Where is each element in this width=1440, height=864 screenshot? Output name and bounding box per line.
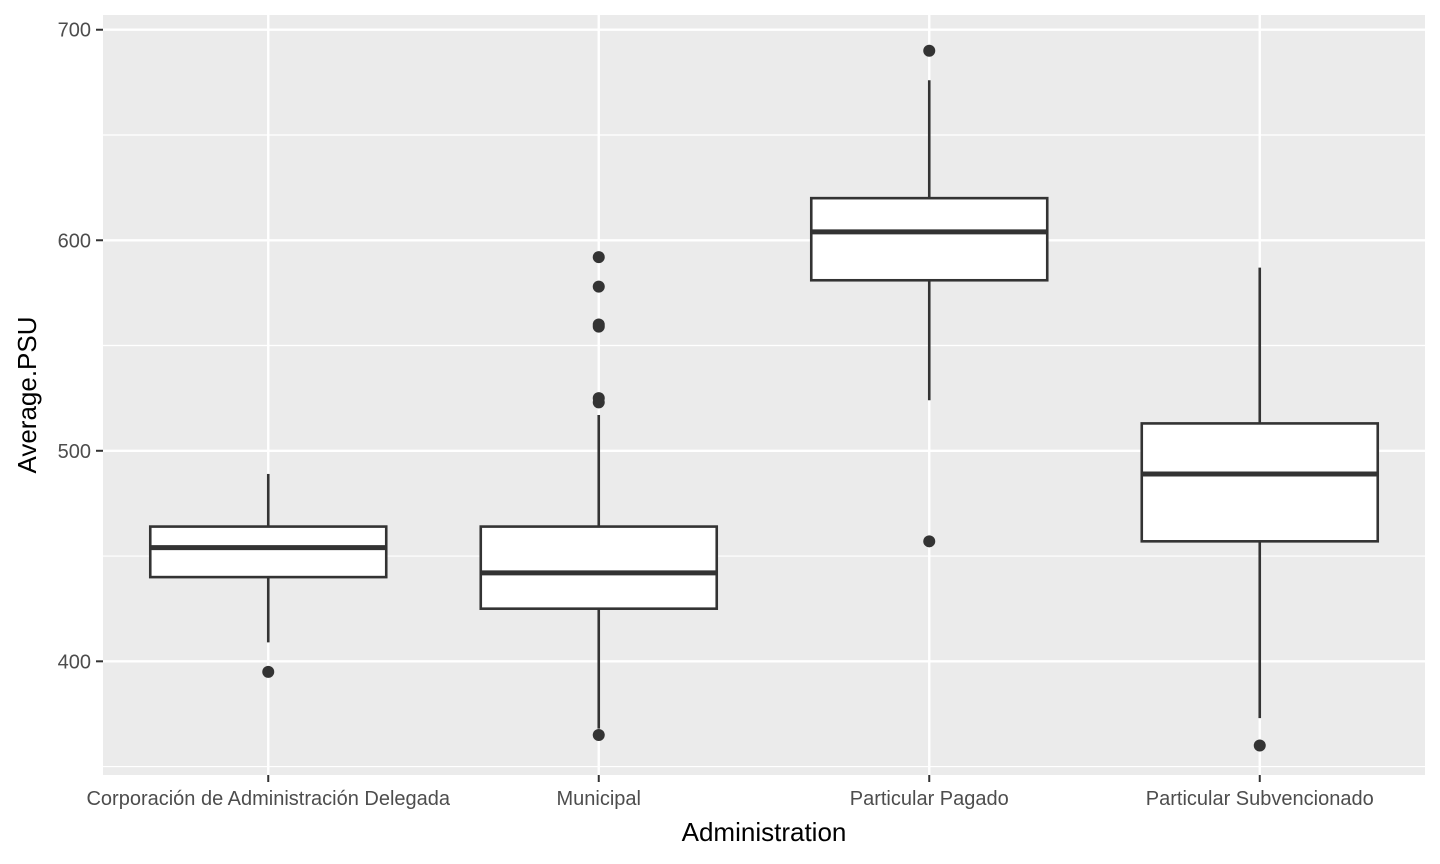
box-group bbox=[809, 44, 1049, 548]
box-iqr bbox=[1140, 422, 1380, 543]
outlier-point bbox=[592, 280, 605, 293]
box-group bbox=[479, 251, 719, 741]
outlier-point bbox=[592, 251, 605, 264]
y-tick-label: 600 bbox=[58, 230, 91, 252]
y-tick-label: 500 bbox=[58, 441, 91, 463]
outlier-point bbox=[923, 44, 936, 57]
boxes-layer bbox=[148, 44, 1380, 752]
outlier-point bbox=[592, 729, 605, 741]
x-axis: Corporación de Administración Delegada Mu… bbox=[86, 775, 1374, 810]
box-group bbox=[1140, 267, 1380, 752]
outlier-point bbox=[592, 392, 605, 405]
x-tick-label: Particular Subvencionado bbox=[1146, 788, 1374, 810]
y-axis: 400 500 600 700 bbox=[58, 20, 103, 673]
box-iqr bbox=[148, 525, 388, 579]
y-axis-title: Average.PSU bbox=[12, 316, 42, 473]
x-tick-label: Corporación de Administración Delegada bbox=[86, 788, 450, 810]
outlier-point bbox=[262, 665, 275, 678]
box-group bbox=[148, 473, 388, 678]
x-axis-title: Administration bbox=[682, 817, 847, 847]
outlier-point bbox=[592, 318, 605, 331]
x-tick-label: Particular Pagado bbox=[850, 788, 1009, 810]
outlier-point bbox=[923, 535, 936, 548]
outlier-point bbox=[1253, 739, 1266, 752]
plot-panel bbox=[103, 15, 1425, 775]
x-tick-label: Municipal bbox=[557, 788, 641, 810]
y-tick-label: 400 bbox=[58, 651, 91, 673]
y-tick-label: 700 bbox=[58, 20, 91, 42]
box-iqr bbox=[479, 525, 719, 610]
box-iqr bbox=[809, 196, 1049, 282]
